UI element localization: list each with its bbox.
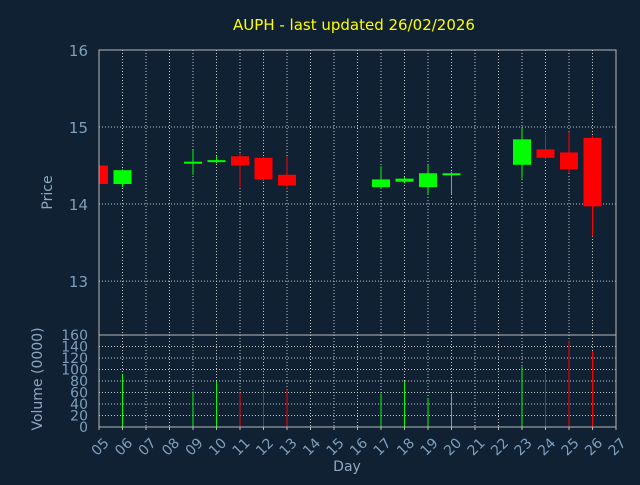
candle-body bbox=[419, 173, 437, 188]
candle-body bbox=[513, 139, 531, 165]
volume-tick-label: 140 bbox=[61, 340, 88, 356]
price-tick-label: 16 bbox=[69, 42, 88, 60]
candle-body bbox=[254, 157, 273, 180]
volume-tick-label: 40 bbox=[70, 397, 88, 413]
volume-tick-label: 120 bbox=[61, 351, 88, 367]
volume-axis-label: Volume (0000) bbox=[30, 327, 46, 430]
candle-body bbox=[184, 161, 202, 164]
chart-title: AUPH - last updated 26/02/2026 bbox=[233, 16, 475, 34]
x-axis-label: Day bbox=[333, 459, 361, 475]
candle-body bbox=[231, 156, 249, 166]
grid-layer bbox=[99, 50, 616, 427]
candle-body bbox=[99, 165, 108, 185]
candle-body bbox=[207, 160, 226, 163]
volume-tick-label: 80 bbox=[70, 374, 88, 390]
price-tick-label: 14 bbox=[69, 196, 88, 214]
candle-body bbox=[583, 137, 602, 207]
marks-layer bbox=[98, 127, 602, 427]
price-tick-label: 13 bbox=[69, 273, 88, 291]
volume-tick-label: 0 bbox=[79, 420, 88, 436]
volume-tick-label: 20 bbox=[70, 409, 88, 425]
price-tick-label: 15 bbox=[69, 119, 88, 137]
price-axis-label: Price bbox=[40, 175, 56, 209]
candle-body bbox=[442, 173, 461, 176]
volume-tick-label: 100 bbox=[61, 363, 88, 379]
candle-body bbox=[395, 178, 414, 182]
candle-body bbox=[278, 174, 296, 186]
volume-tick-label: 160 bbox=[61, 328, 88, 344]
candle-body bbox=[372, 179, 390, 188]
candle-body bbox=[113, 170, 132, 185]
volume-tick-label: 60 bbox=[70, 386, 88, 402]
candle-body bbox=[536, 149, 555, 158]
candle-body bbox=[560, 152, 578, 170]
